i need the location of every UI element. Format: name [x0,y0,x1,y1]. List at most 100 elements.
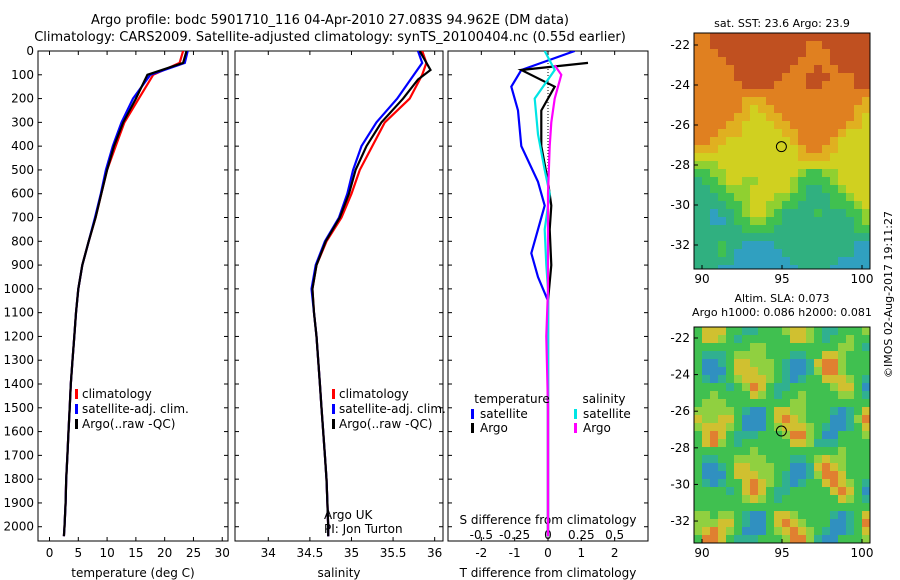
map-cell [758,233,766,241]
map-cell [774,503,782,511]
legend-label: climatology [82,387,152,401]
map-cell [846,153,854,161]
x2-tick-label: 0.25 [568,528,595,542]
map-cell [854,535,862,543]
map-cell [846,399,854,407]
map-cell [830,185,838,193]
map-cell [782,343,790,351]
map-cell [830,105,838,113]
map-cell [718,81,726,89]
map-cell [782,65,790,73]
map-cell [734,455,742,463]
map-cell [710,455,718,463]
map-cell [790,265,798,269]
map-cell [806,359,814,367]
map-cell [718,169,726,177]
map-cell [694,249,702,257]
map-cell [862,241,870,249]
map-cell [798,217,806,225]
map-cell [758,81,766,89]
map-cell [806,463,814,471]
map-cell [790,439,798,447]
map-cell [822,535,830,543]
map-cell [806,57,814,65]
map-cell [758,511,766,519]
map-cell [846,479,854,487]
map-cell [710,201,718,209]
map-cell [734,217,742,225]
map-cell [718,145,726,153]
map-cell [750,471,758,479]
map-cell [694,367,702,375]
map-cell [782,217,790,225]
map-cell [694,375,702,383]
map-cell [702,169,710,177]
map-cell [838,351,846,359]
legend-swatch [75,389,78,399]
map-cell [782,177,790,185]
map-cell [806,487,814,495]
map-cell [782,81,790,89]
legend-label: satellite [480,407,528,421]
map-cell [710,375,718,383]
map-cell [854,351,862,359]
map-cell [790,527,798,535]
map-cell [734,391,742,399]
map-cell [774,241,782,249]
map-cell [750,105,758,113]
map-cell [694,185,702,193]
map-cell [718,209,726,217]
map-cell [806,265,814,269]
legend-swatch [75,404,78,414]
map-cell [790,113,798,121]
map-cell [782,57,790,65]
map-cell [838,201,846,209]
map-cell [846,367,854,375]
x-tick-label: 2 [611,546,619,560]
map-cell [838,169,846,177]
figure-title-line2: Climatology: CARS2009. Satellite-adjuste… [34,30,626,45]
map-cell [806,511,814,519]
map-cell [718,129,726,137]
map-cell [830,391,838,399]
map-cell [718,105,726,113]
map-cell [742,257,750,265]
map-cell [774,105,782,113]
legend-label: Argo(..raw -QC) [339,417,432,431]
map-cell [830,57,838,65]
map-cell [838,113,846,121]
map-cell [710,33,718,41]
map-cell [702,503,710,511]
map-cell [766,129,774,137]
map-cell [846,129,854,137]
map-cell [854,447,862,455]
map-cell [726,375,734,383]
map-x-tick-label: 90 [694,272,709,286]
map-cell [742,359,750,367]
map-cell [814,495,822,503]
map-cell [726,265,734,269]
map-cell [758,209,766,217]
map-cell [726,383,734,391]
map-cell [830,343,838,351]
map-cell [838,447,846,455]
map-cell [798,105,806,113]
map-cell [702,335,710,343]
map-cell [694,335,702,343]
map-cell [862,81,870,89]
map-cell [734,487,742,495]
map-cell [846,495,854,503]
map-cell [702,415,710,423]
map-cell [822,471,830,479]
map-cell [750,257,758,265]
map-cell [862,185,870,193]
map-cell [710,121,718,129]
sla-map-field [694,327,870,543]
map-cell [854,113,862,121]
map-cell [758,217,766,225]
map-cell [854,153,862,161]
map-cell [766,375,774,383]
map-cell [702,97,710,105]
map-cell [798,511,806,519]
map-cell [710,113,718,121]
